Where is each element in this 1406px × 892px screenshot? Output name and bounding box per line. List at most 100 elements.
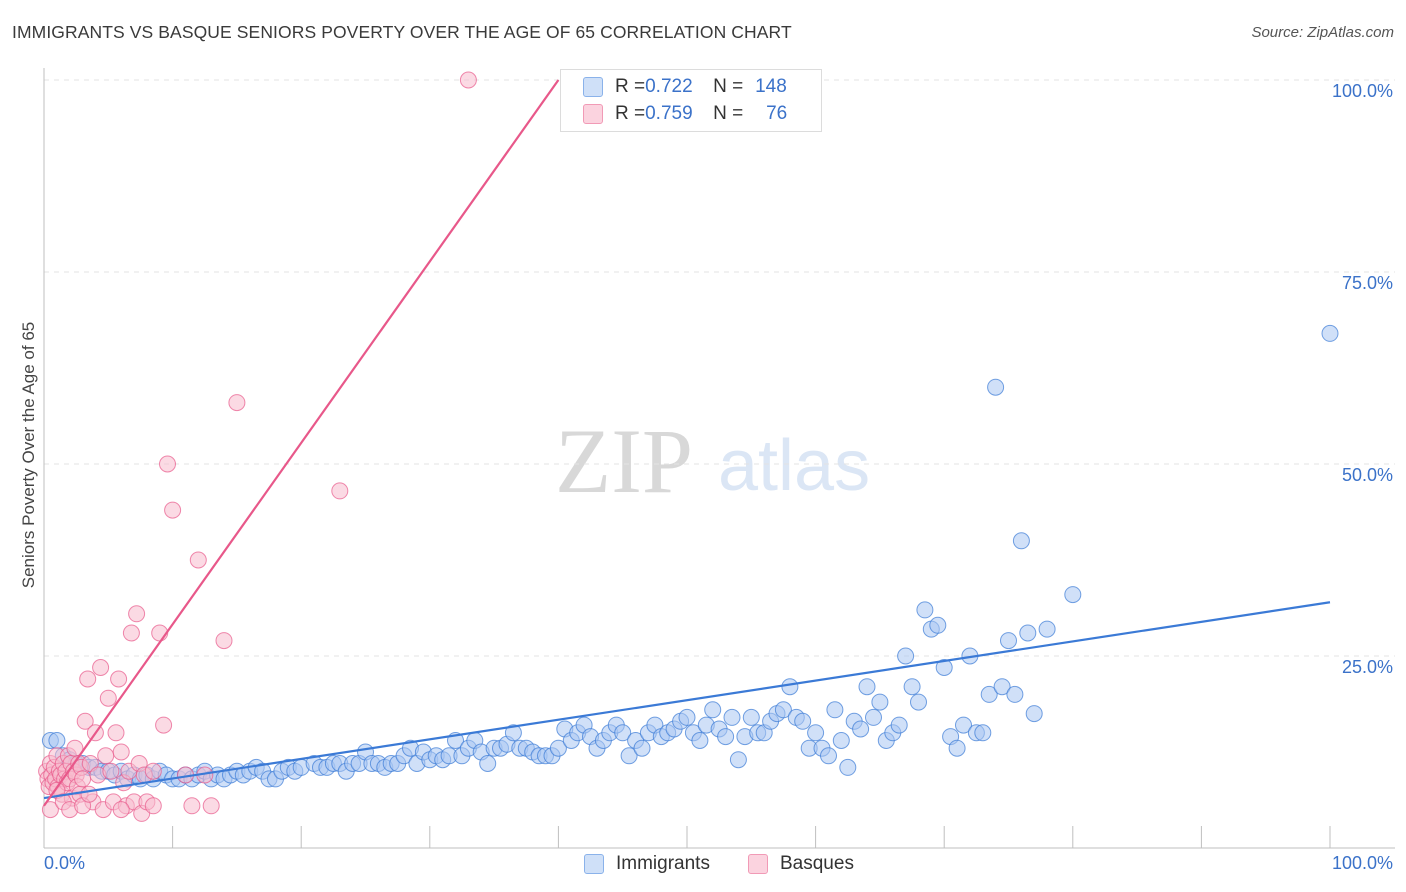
y-tick-label: 25.0% bbox=[1342, 657, 1393, 677]
immigrants-point bbox=[929, 616, 947, 634]
basques-point bbox=[183, 797, 201, 815]
immigrants-point bbox=[549, 739, 567, 757]
immigrants-point bbox=[504, 724, 522, 742]
immigrants-point bbox=[729, 751, 747, 769]
immigrants-point bbox=[691, 732, 709, 749]
immigrants-point bbox=[479, 755, 497, 772]
basques-point bbox=[74, 770, 92, 788]
basques-point bbox=[331, 482, 349, 500]
immigrants-point bbox=[832, 732, 850, 749]
legend-row-immigrants: R = 0.722 N = 148 bbox=[583, 75, 787, 99]
immigrants-point bbox=[1064, 586, 1082, 604]
basques-point bbox=[159, 455, 176, 473]
immigrants-point bbox=[897, 647, 915, 665]
x-tick-label: 100.0% bbox=[1332, 853, 1393, 873]
immigrants-point bbox=[633, 739, 651, 757]
immigrants-point bbox=[839, 758, 857, 776]
immigrants-point bbox=[852, 720, 870, 738]
watermark-atlas: atlas bbox=[718, 426, 870, 506]
immigrants-point bbox=[955, 716, 972, 734]
immigrants-point bbox=[717, 728, 735, 746]
basques-point bbox=[102, 762, 120, 780]
immigrants-point bbox=[980, 685, 998, 703]
basques-points bbox=[38, 71, 477, 822]
immigrants-point bbox=[48, 732, 66, 749]
immigrants-point bbox=[807, 724, 825, 742]
immigrants-point bbox=[974, 724, 992, 742]
immigrants-point bbox=[742, 708, 760, 726]
legend-row-basques: R = 0.759 N = 76 bbox=[583, 102, 787, 126]
immigrants-point bbox=[1321, 324, 1339, 342]
immigrants-point bbox=[614, 724, 632, 742]
basques-point bbox=[128, 605, 146, 623]
y-tick-label: 75.0% bbox=[1342, 273, 1393, 293]
bottom-legend-swatch-immigrants bbox=[584, 854, 604, 874]
immigrants-point bbox=[704, 701, 722, 719]
tick-labels: 25.0% 50.0% 75.0% 100.0% 0.0% 100.0% bbox=[44, 81, 1393, 873]
basques-point bbox=[189, 551, 207, 569]
x-tick-label: 0.0% bbox=[44, 853, 85, 873]
bottom-legend-label-basques: Basques bbox=[780, 853, 854, 874]
immigrants-point bbox=[1025, 705, 1043, 723]
basques-point bbox=[202, 797, 220, 815]
basques-point bbox=[80, 785, 98, 803]
immigrants-point bbox=[993, 678, 1011, 696]
gridlines bbox=[44, 79, 1395, 657]
basques-point bbox=[122, 624, 140, 642]
legend-swatch-basques bbox=[583, 104, 603, 124]
legend-swatch-immigrants bbox=[583, 77, 603, 97]
legend-n-label: N = bbox=[713, 76, 744, 97]
immigrants-point bbox=[826, 701, 844, 719]
immigrants-point bbox=[1000, 632, 1017, 650]
basques-point bbox=[164, 501, 182, 519]
basques-point bbox=[79, 670, 97, 688]
immigrants-point bbox=[987, 378, 1005, 396]
basques-point bbox=[41, 801, 59, 819]
immigrants-point bbox=[935, 659, 953, 676]
axes bbox=[43, 68, 1395, 849]
basques-point bbox=[110, 670, 128, 688]
basques-point bbox=[97, 747, 115, 765]
immigrants-points bbox=[41, 324, 1339, 788]
basques-point bbox=[215, 632, 233, 650]
immigrants-point bbox=[794, 712, 812, 730]
immigrants-point bbox=[871, 693, 889, 711]
basques-point bbox=[112, 801, 130, 819]
legend-n-label: N = bbox=[713, 103, 744, 124]
immigrants-point bbox=[678, 708, 696, 726]
immigrants-point bbox=[903, 678, 921, 696]
chart-title: IMMIGRANTS VS BASQUE SENIORS POVERTY OVE… bbox=[12, 22, 792, 42]
basques-point bbox=[112, 743, 130, 761]
basques-point bbox=[92, 659, 110, 676]
immigrants-point bbox=[916, 601, 934, 619]
basques-point bbox=[144, 797, 162, 815]
legend-r-label: R = bbox=[615, 76, 646, 97]
source-label: Source: ZipAtlas.com bbox=[1251, 24, 1394, 41]
trendlines bbox=[43, 79, 1331, 807]
immigrants-point bbox=[948, 739, 966, 757]
basques-point bbox=[76, 712, 94, 730]
immigrants-point bbox=[1006, 685, 1024, 703]
immigrants-point bbox=[1038, 620, 1056, 638]
immigrants-point bbox=[1019, 624, 1037, 642]
immigrants-point bbox=[723, 708, 741, 726]
legend-n-value: 76 bbox=[766, 103, 788, 124]
basques-point bbox=[107, 724, 125, 742]
correlation-legend: R = 0.722 N = 148 R = 0.759 N = 76 bbox=[560, 69, 822, 132]
legend-r-label: R = bbox=[615, 103, 646, 124]
immigrants-point bbox=[858, 678, 876, 696]
bottom-legend-immigrants: Immigrants bbox=[584, 852, 710, 876]
basques-point bbox=[228, 394, 246, 412]
basques-point bbox=[155, 716, 173, 734]
legend-r-value: 0.759 bbox=[645, 103, 693, 124]
y-tick-label: 100.0% bbox=[1332, 81, 1393, 101]
immigrants-trendline bbox=[43, 601, 1331, 800]
basques-trendline bbox=[43, 79, 560, 807]
bottom-legend-swatch-basques bbox=[748, 854, 768, 874]
basques-point bbox=[99, 689, 117, 707]
watermark-zip: ZIP bbox=[555, 410, 693, 512]
immigrants-point bbox=[865, 708, 882, 726]
immigrants-point bbox=[890, 716, 908, 734]
legend-n-value: 148 bbox=[755, 76, 787, 97]
